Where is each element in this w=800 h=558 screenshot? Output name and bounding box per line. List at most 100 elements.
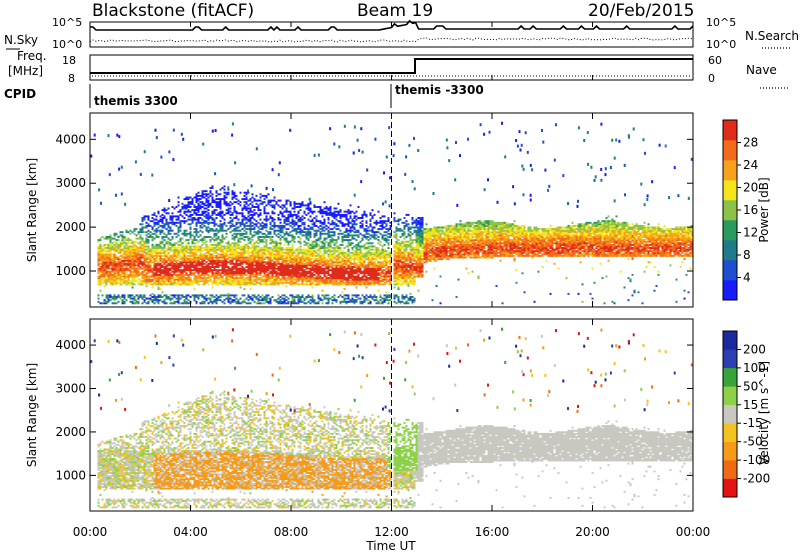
power-cell bbox=[192, 209, 194, 211]
power-cell bbox=[308, 301, 310, 303]
power-cell bbox=[202, 211, 204, 213]
power-cell bbox=[354, 250, 356, 252]
power-cell bbox=[204, 263, 206, 265]
power-cell bbox=[270, 227, 272, 229]
power-cell bbox=[328, 222, 330, 224]
power-cell bbox=[294, 201, 296, 203]
power-cell bbox=[266, 253, 268, 255]
power-cell bbox=[286, 302, 288, 304]
power-cell bbox=[230, 225, 232, 227]
power-cell bbox=[146, 222, 148, 224]
power-cell bbox=[196, 222, 198, 224]
power-cell bbox=[330, 263, 332, 265]
power-cell bbox=[348, 253, 350, 255]
power-cell bbox=[304, 283, 306, 285]
power-cell bbox=[152, 244, 154, 246]
power-cell bbox=[260, 247, 262, 249]
power-cell bbox=[214, 230, 216, 232]
power-cell bbox=[200, 246, 202, 248]
power-cell bbox=[124, 294, 126, 296]
power-cell bbox=[122, 234, 124, 236]
power-cell bbox=[328, 298, 330, 300]
power-cell bbox=[240, 302, 242, 304]
power-cell bbox=[210, 195, 212, 197]
power-cell bbox=[200, 201, 202, 203]
power-cell bbox=[120, 231, 122, 233]
power-cell bbox=[348, 271, 350, 273]
power-cell bbox=[144, 227, 146, 229]
power-cell bbox=[248, 294, 250, 296]
power-cell bbox=[216, 223, 218, 225]
power-cell bbox=[316, 239, 318, 241]
power-cell bbox=[130, 301, 132, 303]
power-cell bbox=[302, 201, 304, 203]
power-cell bbox=[336, 228, 338, 230]
power-cell bbox=[290, 264, 292, 266]
power-cell bbox=[276, 230, 278, 232]
power-cell bbox=[290, 201, 292, 203]
power-cell bbox=[120, 258, 122, 260]
power-cell bbox=[284, 294, 286, 296]
power-cell bbox=[310, 215, 312, 217]
power-cell bbox=[334, 239, 336, 241]
power-cell bbox=[178, 249, 180, 251]
power-cell bbox=[206, 227, 208, 229]
power-cell bbox=[298, 241, 300, 243]
power-cell bbox=[262, 298, 264, 300]
power-cell bbox=[206, 193, 208, 195]
power-cell bbox=[336, 219, 338, 221]
power-cell bbox=[222, 198, 224, 200]
power-cell bbox=[186, 211, 188, 213]
power-cell bbox=[338, 228, 340, 230]
power-cell bbox=[218, 253, 220, 255]
power-cell bbox=[246, 269, 248, 271]
power-cell bbox=[348, 249, 350, 251]
nsearch-trace bbox=[90, 38, 693, 42]
power-cell bbox=[162, 236, 164, 238]
power-cell bbox=[200, 230, 202, 232]
power-cell bbox=[344, 260, 346, 262]
power-cell bbox=[262, 276, 264, 278]
power-cell bbox=[218, 282, 220, 284]
power-cell bbox=[218, 201, 220, 203]
power-cell bbox=[330, 239, 332, 241]
power-cell bbox=[246, 266, 248, 268]
power-cell bbox=[346, 294, 348, 296]
power-cell bbox=[214, 244, 216, 246]
power-cell bbox=[300, 225, 302, 227]
power-cell bbox=[368, 236, 370, 238]
power-cell bbox=[224, 185, 226, 187]
power-cell bbox=[176, 298, 178, 300]
power-cell bbox=[116, 296, 118, 298]
power-cell bbox=[352, 223, 354, 225]
power-cell bbox=[128, 238, 130, 240]
power-cell bbox=[296, 294, 298, 296]
power-cell bbox=[188, 201, 190, 203]
power-cell bbox=[214, 219, 216, 221]
power-cell bbox=[146, 238, 148, 240]
power-cell bbox=[336, 223, 338, 225]
power-cell bbox=[148, 246, 150, 248]
power-cell bbox=[204, 215, 206, 217]
power-cell bbox=[316, 302, 318, 304]
power-cell bbox=[114, 233, 116, 235]
power-cell bbox=[170, 227, 172, 229]
power-cell bbox=[192, 239, 194, 241]
power-cell bbox=[312, 227, 314, 229]
power-cell bbox=[350, 280, 352, 282]
power-cell bbox=[330, 223, 332, 225]
power-cell bbox=[214, 209, 216, 211]
power-cell bbox=[352, 298, 354, 300]
power-cell bbox=[198, 246, 200, 248]
power-cell bbox=[160, 215, 162, 217]
power-cell bbox=[198, 241, 200, 243]
power-cell bbox=[316, 263, 318, 265]
power-cell bbox=[308, 238, 310, 240]
power-cell bbox=[284, 258, 286, 260]
power-cell bbox=[232, 203, 234, 205]
power-cell bbox=[324, 201, 326, 203]
power-cell bbox=[342, 214, 344, 216]
power-cell bbox=[330, 269, 332, 271]
power-cell bbox=[308, 219, 310, 221]
power-cell bbox=[184, 198, 186, 200]
